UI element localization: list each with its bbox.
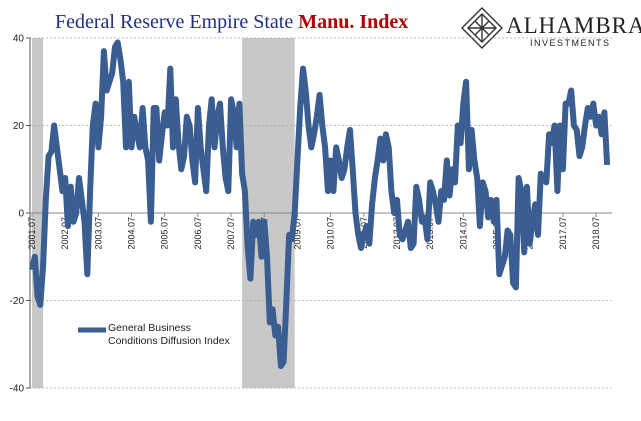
data-line	[29, 39, 611, 370]
y-tick-label: 20	[13, 121, 25, 132]
y-tick-label: 0	[18, 209, 24, 220]
y-tick-label: 40	[13, 34, 25, 45]
chart-title: Federal Reserve Empire State Manu. Index	[55, 11, 408, 33]
x-tick-label: 2014.07	[458, 217, 468, 250]
logo-icon	[461, 7, 503, 49]
x-tick-label: 2006.07	[193, 217, 203, 250]
x-tick-label: 2004.07	[127, 217, 137, 250]
title-highlight: Manu. Index	[298, 11, 408, 33]
y-tick-label: -20	[10, 296, 25, 307]
legend: General Business Conditions Diffusion In…	[108, 322, 230, 347]
logo-name: ALHAMBRA	[506, 13, 641, 38]
y-tick-label: -40	[10, 384, 25, 395]
x-tick-label: 2005.07	[160, 217, 170, 250]
x-tick-label: 2018.07	[591, 217, 601, 250]
x-tick-label: 2002.07	[60, 217, 70, 250]
x-tick-label: 2003.07	[93, 217, 103, 250]
x-tick-label: 2010.07	[326, 217, 336, 250]
logo-tagline: INVESTMENTS	[530, 38, 611, 48]
legend-label: General Business Conditions Diffusion In…	[108, 322, 230, 347]
x-tick-label: 2007.07	[226, 217, 236, 250]
x-tick-label: 2001.07	[27, 217, 37, 250]
x-tick-label: 2017.07	[558, 217, 568, 250]
x-tick-label: 2009.07	[292, 217, 302, 250]
title-main: Federal Reserve Empire State	[55, 11, 293, 33]
